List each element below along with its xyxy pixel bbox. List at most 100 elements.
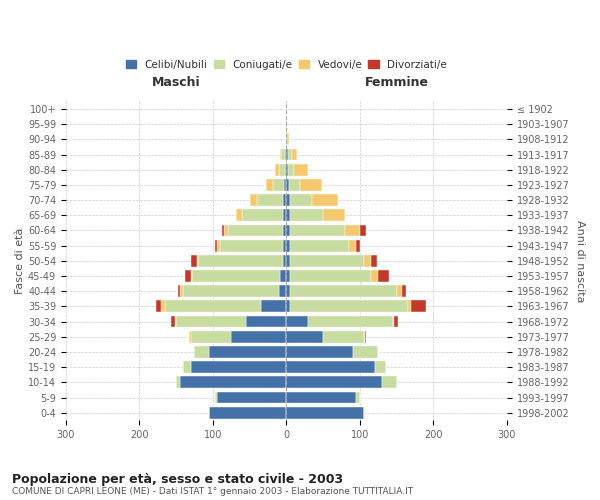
Bar: [290, 255, 364, 267]
Bar: [287, 134, 289, 145]
Bar: [279, 164, 285, 175]
Bar: [312, 194, 338, 206]
Bar: [184, 361, 191, 373]
Bar: [184, 286, 279, 297]
Bar: [191, 270, 192, 282]
Bar: [290, 300, 407, 312]
Bar: [191, 331, 231, 342]
Bar: [257, 194, 283, 206]
Bar: [286, 346, 353, 358]
Text: Femmine: Femmine: [365, 76, 428, 89]
Bar: [286, 224, 290, 236]
Bar: [286, 361, 374, 373]
Text: Maschi: Maschi: [152, 76, 200, 89]
Bar: [191, 255, 197, 267]
Bar: [374, 361, 386, 373]
Bar: [227, 224, 283, 236]
Bar: [360, 224, 366, 236]
Bar: [279, 286, 286, 297]
Bar: [198, 255, 283, 267]
Bar: [288, 148, 292, 160]
Bar: [393, 316, 394, 328]
Bar: [382, 376, 397, 388]
Bar: [292, 148, 298, 160]
Bar: [155, 300, 161, 312]
Bar: [286, 179, 289, 191]
Bar: [289, 179, 299, 191]
Bar: [286, 164, 288, 175]
Bar: [246, 316, 286, 328]
Bar: [286, 134, 287, 145]
Bar: [288, 164, 294, 175]
Bar: [286, 331, 323, 342]
Bar: [171, 316, 175, 328]
Bar: [273, 179, 284, 191]
Bar: [356, 240, 360, 252]
Bar: [286, 210, 290, 221]
Bar: [209, 407, 286, 418]
Bar: [215, 392, 217, 404]
Bar: [283, 255, 286, 267]
Bar: [286, 194, 290, 206]
Bar: [308, 316, 393, 328]
Bar: [217, 240, 220, 252]
Text: COMUNE DI CAPRI LEONE (ME) - Dati ISTAT 1° gennaio 2003 - Elaborazione TUTTITALI: COMUNE DI CAPRI LEONE (ME) - Dati ISTAT …: [12, 488, 413, 496]
Bar: [283, 210, 286, 221]
Bar: [356, 392, 360, 404]
Bar: [191, 361, 286, 373]
Bar: [224, 224, 227, 236]
Bar: [275, 164, 279, 175]
Bar: [364, 255, 371, 267]
Bar: [290, 240, 349, 252]
Bar: [283, 194, 286, 206]
Bar: [286, 118, 287, 130]
Bar: [365, 331, 367, 342]
Bar: [190, 331, 191, 342]
Bar: [290, 210, 323, 221]
Bar: [220, 240, 283, 252]
Bar: [178, 286, 180, 297]
Bar: [323, 210, 345, 221]
Bar: [323, 331, 364, 342]
Text: Popolazione per età, sesso e stato civile - 2003: Popolazione per età, sesso e stato civil…: [12, 472, 343, 486]
Bar: [286, 240, 290, 252]
Bar: [290, 194, 312, 206]
Bar: [176, 316, 246, 328]
Bar: [217, 392, 286, 404]
Bar: [286, 392, 356, 404]
Bar: [345, 224, 360, 236]
Bar: [285, 148, 286, 160]
Bar: [412, 300, 426, 312]
Bar: [250, 194, 257, 206]
Bar: [407, 300, 412, 312]
Bar: [175, 316, 176, 328]
Bar: [180, 286, 184, 297]
Bar: [231, 331, 286, 342]
Bar: [403, 286, 406, 297]
Bar: [180, 376, 286, 388]
Bar: [286, 255, 290, 267]
Bar: [165, 300, 260, 312]
Bar: [290, 224, 345, 236]
Bar: [280, 270, 286, 282]
Bar: [286, 407, 364, 418]
Bar: [215, 240, 217, 252]
Bar: [290, 286, 397, 297]
Legend: Celibi/Nubili, Coniugati/e, Vedovi/e, Divorziati/e: Celibi/Nubili, Coniugati/e, Vedovi/e, Di…: [122, 56, 451, 74]
Y-axis label: Fasce di età: Fasce di età: [15, 228, 25, 294]
Bar: [353, 346, 378, 358]
Bar: [299, 179, 322, 191]
Bar: [283, 224, 286, 236]
Bar: [286, 316, 308, 328]
Bar: [397, 286, 403, 297]
Bar: [285, 164, 286, 175]
Bar: [286, 148, 288, 160]
Bar: [192, 270, 280, 282]
Bar: [284, 179, 286, 191]
Bar: [223, 224, 224, 236]
Bar: [378, 270, 389, 282]
Bar: [286, 300, 290, 312]
Bar: [209, 346, 286, 358]
Bar: [260, 300, 286, 312]
Bar: [364, 331, 365, 342]
